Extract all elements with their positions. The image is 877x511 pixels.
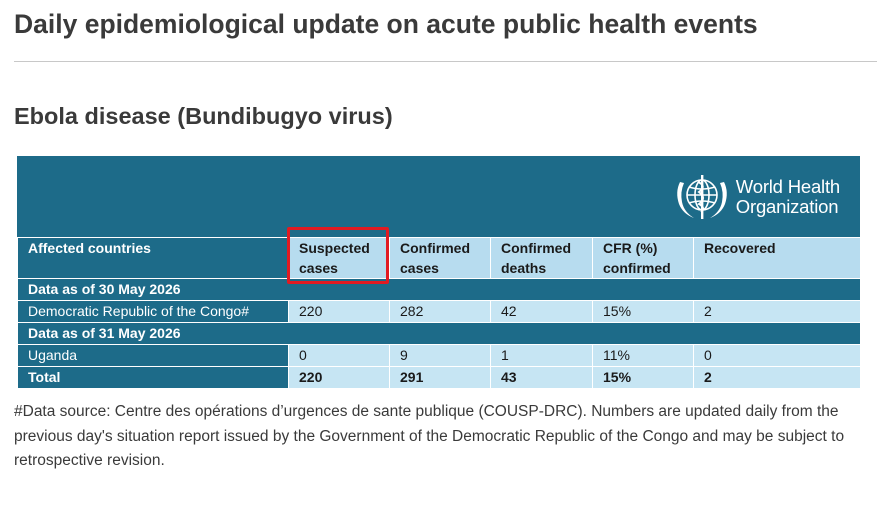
cell-confirmed: 9 — [389, 344, 491, 367]
table-banner: World Health Organization — [17, 156, 860, 237]
header-confirmed-cases: Confirmed cases — [389, 237, 491, 279]
cell-suspected: 220 — [288, 300, 390, 323]
who-name-line1: World Health — [735, 176, 840, 197]
cell-recovered: 2 — [693, 366, 861, 389]
cell-recovered: 0 — [693, 344, 861, 367]
title-divider — [14, 61, 877, 62]
cell-cfr: 15% — [592, 300, 694, 323]
date-band-row: Data as of 30 May 2026 — [17, 278, 861, 301]
date-band-row: Data as of 31 May 2026 — [17, 322, 861, 345]
cell-suspected: 0 — [288, 344, 390, 367]
who-name-line2: Organization — [735, 196, 839, 217]
date-band-30-may: Data as of 30 May 2026 — [17, 278, 861, 301]
cell-country: Uganda — [17, 344, 289, 367]
header-confirmed-deaths: Confirmed deaths — [490, 237, 593, 279]
date-band-31-may: Data as of 31 May 2026 — [17, 322, 861, 345]
who-name: World Health Organization — [736, 177, 840, 217]
cell-country: Democratic Republic of the Congo# — [17, 300, 289, 323]
table-row-total: Total 220 291 43 15% 2 — [17, 366, 861, 389]
table-header-row: Affected countries Suspected cases Confir… — [17, 237, 861, 279]
who-logo: World Health Organization — [670, 170, 840, 224]
ebola-table-figure: World Health Organization Affected count… — [17, 156, 861, 389]
cell-suspected: 220 — [288, 366, 390, 389]
cases-table: Affected countries Suspected cases Confir… — [17, 237, 861, 389]
cell-recovered: 2 — [693, 300, 861, 323]
cell-confirmed: 282 — [389, 300, 491, 323]
table-row-uganda: Uganda 0 9 1 11% 0 — [17, 344, 861, 367]
data-source-note: #Data source: Centre des opérations d’ur… — [14, 403, 845, 469]
cell-deaths: 43 — [490, 366, 593, 389]
who-emblem-icon — [677, 175, 727, 219]
header-cfr-confirmed: CFR (%) confirmed — [592, 237, 694, 279]
cell-cfr: 11% — [592, 344, 694, 367]
table-row-drc: Democratic Republic of the Congo# 220 28… — [17, 300, 861, 323]
cell-deaths: 1 — [490, 344, 593, 367]
cell-total-label: Total — [17, 366, 289, 389]
header-recovered: Recovered — [693, 237, 861, 279]
header-affected-countries: Affected countries — [17, 237, 289, 279]
cell-confirmed: 291 — [389, 366, 491, 389]
cell-deaths: 42 — [490, 300, 593, 323]
section-title: Ebola disease (Bundibugyo virus) — [14, 103, 393, 129]
cell-cfr: 15% — [592, 366, 694, 389]
header-suspected-cases: Suspected cases — [288, 237, 390, 279]
page-title: Daily epidemiological update on acute pu… — [14, 9, 758, 39]
